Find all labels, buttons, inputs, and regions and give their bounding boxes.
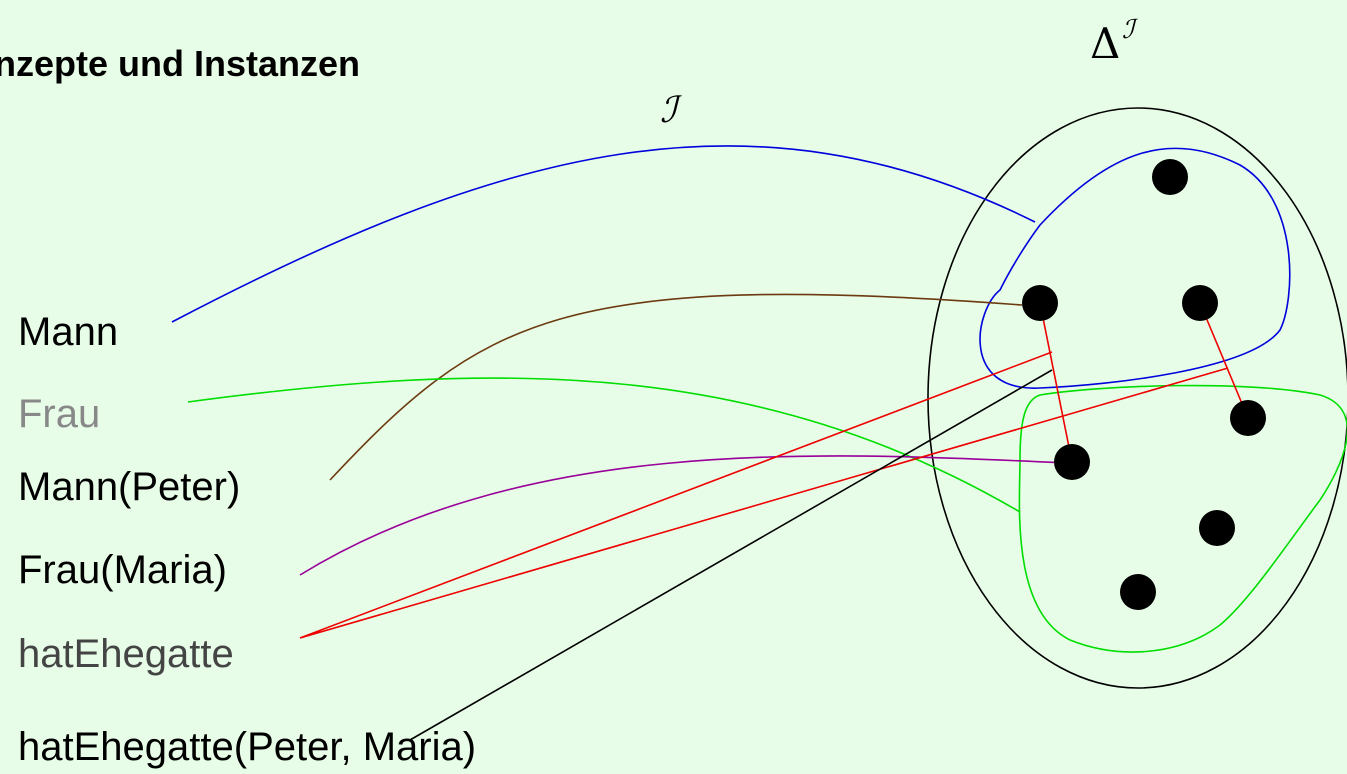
concept-mann <box>979 147 1291 389</box>
individual <box>1054 444 1090 480</box>
label: Mann(Peter) <box>18 465 240 509</box>
label: hatEhegatte(Peter, Maria) <box>18 725 476 769</box>
individual <box>1230 400 1266 436</box>
edge-hatehegatte <box>299 351 1229 639</box>
edge-mann-peter <box>329 293 1023 481</box>
individual <box>1182 285 1218 321</box>
individual <box>1120 574 1156 610</box>
domain-ellipse <box>927 107 1347 689</box>
label: Frau(Maria) <box>18 548 227 592</box>
individual <box>1152 159 1188 195</box>
label: hatEhegatte <box>18 632 234 676</box>
edge-frau <box>187 377 1021 513</box>
connectors <box>171 107 1347 741</box>
label: Frau <box>18 392 100 436</box>
individuals <box>1022 159 1266 610</box>
edge-hatehegatte-pair <box>409 369 1053 741</box>
individual <box>1199 510 1235 546</box>
edge-frau-maria <box>299 455 1066 576</box>
title: nzepte und Instanzen <box>0 43 360 84</box>
edge-mann <box>171 145 1036 323</box>
role-pairs <box>1039 302 1249 463</box>
label: Mann <box>18 310 118 354</box>
domain-symbol: Δ <box>1090 19 1120 68</box>
individual <box>1022 285 1058 321</box>
domain-superscript: ℐ <box>1122 15 1138 45</box>
concept-frau <box>1018 384 1347 653</box>
